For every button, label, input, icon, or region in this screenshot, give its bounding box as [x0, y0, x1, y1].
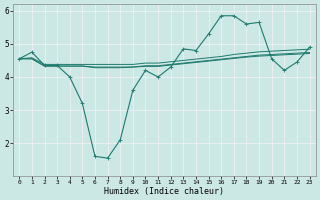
- X-axis label: Humidex (Indice chaleur): Humidex (Indice chaleur): [104, 187, 224, 196]
